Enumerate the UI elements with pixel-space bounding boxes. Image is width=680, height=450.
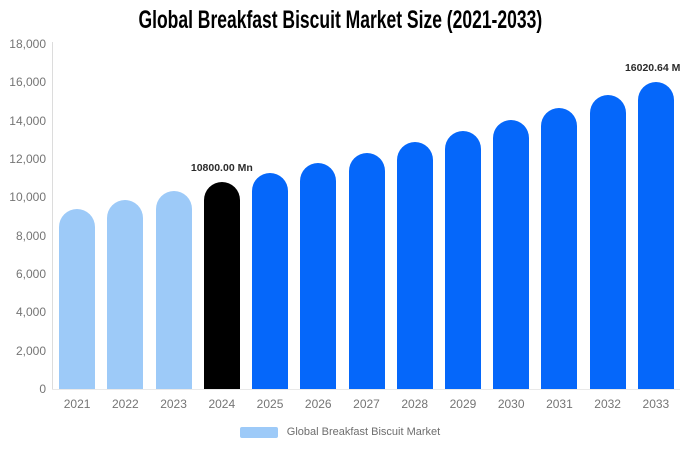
x-axis-label-2023: 2023	[160, 397, 187, 411]
x-axis-label-2025: 2025	[256, 397, 284, 411]
chart-title: Global Breakfast Biscuit Market Size (20…	[0, 6, 680, 35]
legend-label: Global Breakfast Biscuit Market	[286, 426, 441, 438]
y-tick-label: 18,000	[9, 37, 46, 51]
bar-2024[interactable]	[203, 182, 240, 389]
chart-title-text: Global Breakfast Biscuit Market Size (20…	[138, 6, 542, 34]
x-axis-line	[52, 389, 680, 390]
bar-2030[interactable]	[493, 119, 530, 389]
x-axis-label-2032: 2032	[594, 397, 621, 411]
bar-2033[interactable]	[637, 81, 674, 389]
bar-value-label-2033: 16020.64 Mn	[624, 61, 680, 74]
x-axis-label-2026: 2026	[304, 397, 332, 411]
x-axis-label-2022: 2022	[111, 397, 139, 411]
bar-2027[interactable]	[348, 152, 385, 389]
bar-2025[interactable]	[252, 172, 289, 389]
x-axis-label-2021: 2021	[63, 397, 91, 411]
x-axis-label-2024: 2024	[208, 397, 236, 411]
y-tick-label: 10,000	[9, 190, 46, 205]
x-axis-label-2031: 2031	[546, 397, 573, 411]
y-tick-label: 4,000	[15, 305, 46, 320]
x-axis-label-2029: 2029	[449, 397, 477, 411]
bar-2021[interactable]	[59, 208, 96, 389]
x-axis-label-2030: 2030	[497, 397, 525, 411]
y-tick-label: 6,000	[15, 267, 46, 281]
y-tick-label: 8,000	[15, 228, 46, 243]
y-tick-label: 2,000	[15, 343, 46, 358]
legend-swatch	[239, 427, 278, 438]
bar-2026[interactable]	[300, 163, 337, 389]
bar-2022[interactable]	[107, 200, 144, 389]
bar-2032[interactable]	[589, 95, 626, 389]
bar-value-label-2024: 10800.00 Mn	[190, 162, 253, 174]
legend[interactable]: Global Breakfast Biscuit Market	[0, 426, 680, 439]
x-axis-label-2028: 2028	[401, 397, 429, 411]
bar-2023[interactable]	[155, 190, 192, 389]
y-tick-label: 16,000	[9, 75, 46, 90]
x-axis-label-2027: 2027	[353, 397, 380, 411]
y-tick-label: 0	[39, 382, 46, 396]
x-axis-label-2033: 2033	[642, 397, 670, 411]
y-axis-line	[52, 42, 53, 389]
y-tick-label: 14,000	[9, 113, 46, 128]
bar-2029[interactable]	[444, 131, 481, 389]
y-tick-label: 12,000	[9, 152, 46, 166]
bar-2031[interactable]	[541, 107, 578, 389]
bar-2028[interactable]	[396, 142, 433, 389]
